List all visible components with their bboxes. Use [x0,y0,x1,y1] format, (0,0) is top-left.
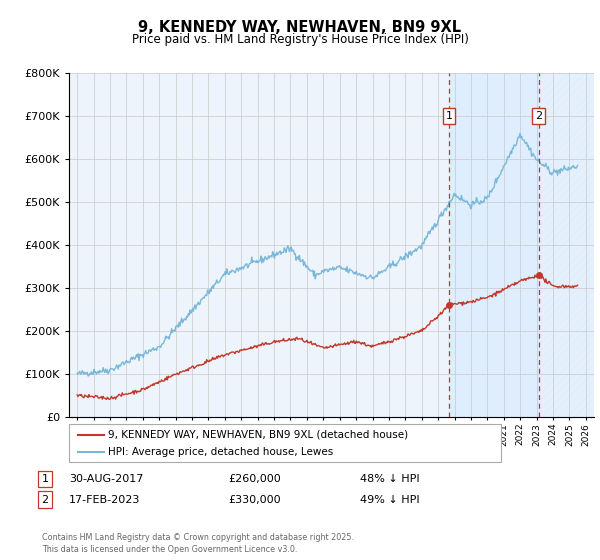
Text: 1: 1 [445,111,452,121]
Text: 49% ↓ HPI: 49% ↓ HPI [360,494,419,505]
Text: HPI: Average price, detached house, Lewes: HPI: Average price, detached house, Lewe… [108,447,333,458]
Text: 1: 1 [41,474,49,484]
Text: 2: 2 [535,111,542,121]
Text: £330,000: £330,000 [228,494,281,505]
Text: Contains HM Land Registry data © Crown copyright and database right 2025.
This d: Contains HM Land Registry data © Crown c… [42,533,354,554]
Bar [539,73,594,417]
Text: 48% ↓ HPI: 48% ↓ HPI [360,474,419,484]
Text: 17-FEB-2023: 17-FEB-2023 [69,494,140,505]
Text: Price paid vs. HM Land Registry's House Price Index (HPI): Price paid vs. HM Land Registry's House … [131,33,469,46]
Bar [449,73,539,417]
Text: 30-AUG-2017: 30-AUG-2017 [69,474,143,484]
Text: 9, KENNEDY WAY, NEWHAVEN, BN9 9XL: 9, KENNEDY WAY, NEWHAVEN, BN9 9XL [139,20,461,35]
Text: 2: 2 [41,494,49,505]
Text: £260,000: £260,000 [228,474,281,484]
Text: 9, KENNEDY WAY, NEWHAVEN, BN9 9XL (detached house): 9, KENNEDY WAY, NEWHAVEN, BN9 9XL (detac… [108,430,408,440]
